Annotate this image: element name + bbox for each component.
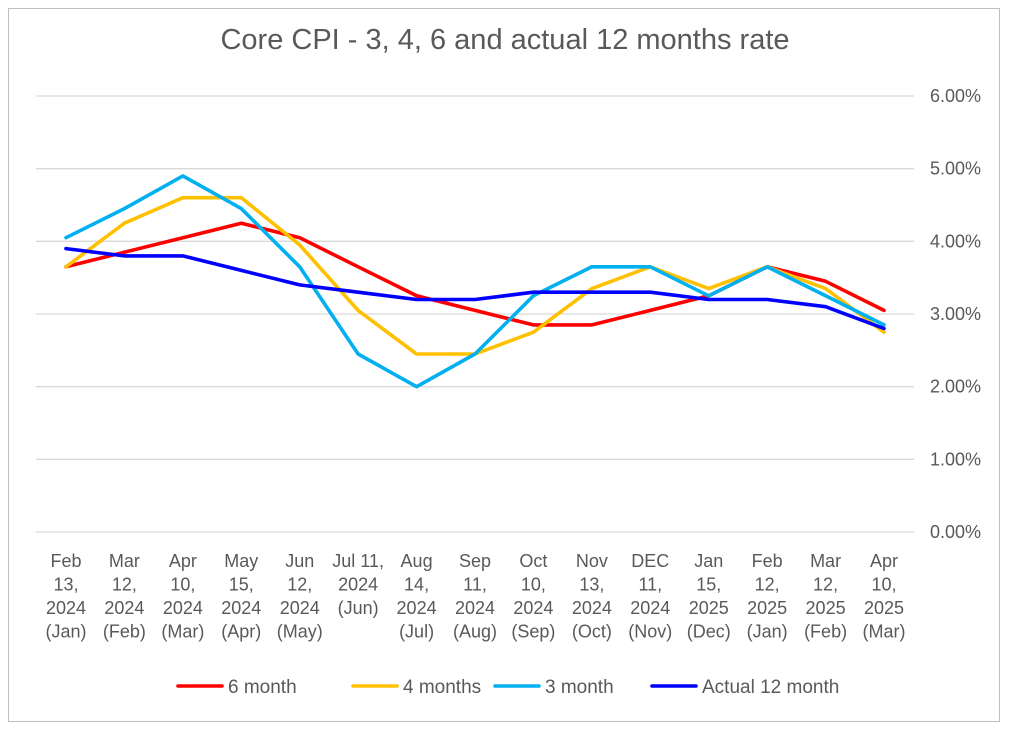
x-tick-label: Jan 15, 2025 (Dec) bbox=[687, 551, 731, 642]
x-tick-label: DEC 11, 2024 (Nov) bbox=[628, 551, 672, 642]
x-tick-label: Mar 12, 2024 (Feb) bbox=[103, 551, 146, 642]
x-tick-label: Apr 10, 2025 (Mar) bbox=[863, 551, 906, 642]
x-tick-label: Jul 11, 2024 (Jun) bbox=[332, 551, 384, 618]
series-line-2 bbox=[64, 195, 886, 356]
legend-label: 6 month bbox=[228, 677, 297, 698]
x-axis-ticks: Feb 13, 2024 (Jan) Mar 12, 2024 (Feb) Apr 10, 2024… bbox=[45, 551, 905, 642]
y-tick-label: 3.00% bbox=[930, 304, 981, 324]
legend: 6 month 4 months 3 month Actual 12 month bbox=[176, 677, 839, 698]
legend-label: 4 months bbox=[403, 677, 481, 698]
x-tick-label: Oct 10, 2024 (Sep) bbox=[511, 551, 555, 642]
x-tick-label: Jun 12, 2024 (May) bbox=[277, 551, 323, 642]
chart-title: Core CPI - 3, 4, 6 and actual 12 months … bbox=[220, 24, 790, 56]
y-tick-label: 5.00% bbox=[930, 159, 981, 179]
x-tick-label: Aug 14, 2024 (Jul) bbox=[397, 551, 437, 642]
y-tick-label: 2.00% bbox=[930, 377, 981, 397]
x-tick-label: Apr 10, 2024 (Mar) bbox=[161, 551, 204, 642]
series-line-3 bbox=[64, 174, 886, 389]
x-tick-label: May 15, 2024 (Apr) bbox=[221, 551, 261, 642]
x-tick-label: Sep 11, 2024 (Aug) bbox=[453, 551, 497, 642]
y-tick-label: 1.00% bbox=[930, 449, 981, 469]
y-tick-label: 0.00% bbox=[930, 522, 981, 542]
legend-label: Actual 12 month bbox=[702, 677, 839, 698]
x-tick-label: Feb 12, 2025 (Jan) bbox=[747, 551, 788, 642]
series-lines bbox=[64, 174, 886, 389]
gridlines bbox=[36, 95, 914, 533]
series-line-4 bbox=[64, 246, 886, 331]
y-tick-label: 6.00% bbox=[930, 86, 981, 106]
series-line-1 bbox=[64, 221, 886, 327]
y-tick-label: 4.00% bbox=[930, 231, 981, 251]
chart-frame bbox=[8, 8, 1000, 722]
y-axis-ticks: 0.00% 1.00% 2.00% 3.00% 4.00% 5.00% 6.00% bbox=[930, 86, 981, 542]
x-tick-label: Feb 13, 2024 (Jan) bbox=[45, 551, 86, 642]
x-tick-label: Mar 12, 2025 (Feb) bbox=[804, 551, 847, 642]
x-tick-label: Nov 13, 2024 (Oct) bbox=[572, 551, 612, 642]
legend-label: 3 month bbox=[545, 677, 614, 698]
